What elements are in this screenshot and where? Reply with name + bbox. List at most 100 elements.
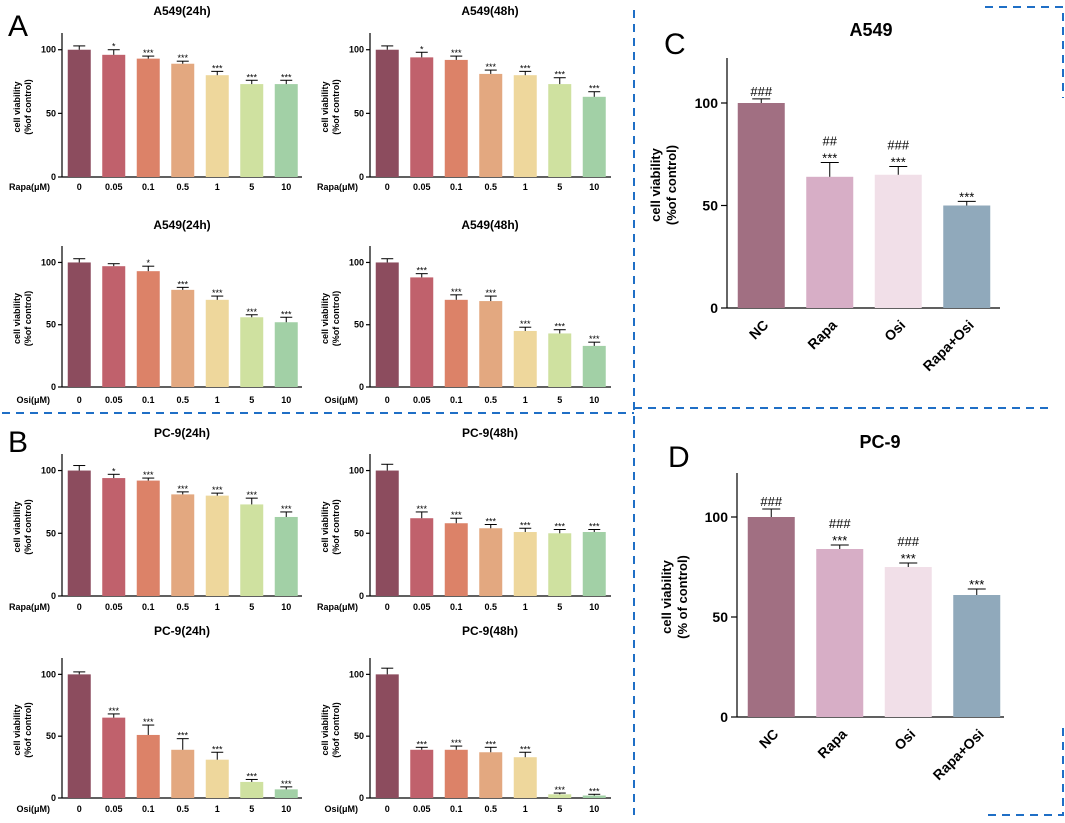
bar-0.05 <box>410 518 434 596</box>
bar-5 <box>548 333 572 387</box>
x-tick-label: 5 <box>557 182 562 192</box>
chart-d: PC-9 0 50 100 cell viability(% of control) ##… <box>659 432 1004 783</box>
chart-title: A549(48h) <box>461 218 518 232</box>
y-tick-label: 50 <box>46 320 56 330</box>
bar-5 <box>240 84 264 177</box>
y-axis-label: cell viability(%of control) <box>12 79 33 135</box>
bar-0.05 <box>410 57 434 178</box>
significance-label: *** <box>212 744 223 754</box>
bar-0.1 <box>444 299 468 387</box>
x-tick-label: 10 <box>281 395 291 405</box>
x-tick-label: 1 <box>215 804 220 814</box>
significance-label: ### <box>887 138 909 153</box>
bar-0.5 <box>479 752 503 798</box>
bar-0.5 <box>171 494 195 596</box>
significance-label: ### <box>750 84 772 99</box>
x-tick-label: 5 <box>249 182 254 192</box>
bar-0 <box>375 674 399 798</box>
bar-0 <box>67 674 91 798</box>
y-axis-label-line: (%of control) <box>23 499 33 555</box>
significance-label: *** <box>520 63 531 73</box>
x-tick-label: 0 <box>77 395 82 405</box>
bar-Rapa <box>816 549 864 717</box>
y-tick-label: 50 <box>46 528 56 538</box>
panel-letter-a: A <box>8 10 28 43</box>
x-axis-label: Osi(μM) <box>324 395 358 405</box>
x-tick-label: Rapa+Osi <box>930 726 987 783</box>
x-tick-label: 1 <box>215 395 220 405</box>
bar-0.5 <box>171 63 195 177</box>
x-axis-label: Rapa(μM) <box>317 182 358 192</box>
bar-0 <box>67 470 91 596</box>
significance-label: ### <box>760 494 782 509</box>
bar-0.05 <box>410 749 434 798</box>
x-tick-label: 0.1 <box>142 602 155 612</box>
y-axis-label-line: (%of control) <box>331 702 341 758</box>
x-tick-label: NC <box>746 317 772 343</box>
chart-title: A549(24h) <box>153 4 210 18</box>
y-axis-label-line: (%of control) <box>23 702 33 758</box>
y-axis-label: cell viability(%of control) <box>320 702 341 758</box>
significance-label: *** <box>143 717 154 727</box>
bar-1 <box>205 75 229 177</box>
significance-label: *** <box>451 48 462 58</box>
y-axis-label: cell viability(%of control) <box>320 79 341 135</box>
x-tick-label: 0.5 <box>484 395 497 405</box>
y-tick-label: 50 <box>354 731 364 741</box>
significance-label: *** <box>281 504 292 514</box>
y-tick-label: 100 <box>349 257 364 267</box>
significance-label: *** <box>177 731 188 741</box>
chart-title: A549 <box>849 20 892 40</box>
bar-0.05 <box>102 266 126 387</box>
x-tick-label: 10 <box>281 602 291 612</box>
chart-title: PC-9(48h) <box>462 426 518 440</box>
x-tick-label: 1 <box>523 395 528 405</box>
bar-Osi <box>884 567 932 717</box>
significance-label: *** <box>212 485 223 495</box>
panel-letter-b: B <box>8 426 28 459</box>
significance-label: *** <box>901 551 916 566</box>
x-tick-label: Osi <box>891 726 918 753</box>
significance-label: *** <box>281 779 292 789</box>
y-tick-label: 0 <box>51 172 56 182</box>
x-tick-label: 0 <box>385 395 390 405</box>
x-tick-label: 0.1 <box>450 602 463 612</box>
bar-5 <box>240 781 264 798</box>
x-tick-label: 0.5 <box>176 395 189 405</box>
bar-Rapa+Osi <box>943 205 991 308</box>
x-tick-label: 0.1 <box>142 804 155 814</box>
x-tick-label: 0.5 <box>484 182 497 192</box>
x-axis-label: Osi(μM) <box>324 804 358 814</box>
significance-label: *** <box>520 520 531 530</box>
bar-5 <box>548 794 572 798</box>
y-axis-label-line: cell viability <box>320 293 330 344</box>
y-tick-label: 0 <box>359 382 364 392</box>
y-tick-label: 100 <box>41 466 56 476</box>
x-tick-label: 1 <box>523 602 528 612</box>
significance-label: *** <box>520 319 531 329</box>
significance-label: *** <box>281 72 292 82</box>
x-tick-label: 0.05 <box>105 395 123 405</box>
significance-label: ### <box>829 516 851 531</box>
x-tick-label: 0.5 <box>176 804 189 814</box>
x-tick-label: 5 <box>557 602 562 612</box>
x-tick-label: 1 <box>215 182 220 192</box>
panel-letter-c: C <box>664 28 686 61</box>
y-axis-label-line: cell viability <box>648 147 663 221</box>
chart-title: A549(48h) <box>461 4 518 18</box>
bar-0.05 <box>102 717 126 798</box>
bar-0.5 <box>479 73 503 177</box>
significance-label: *** <box>520 744 531 754</box>
significance-label: *** <box>969 577 984 592</box>
bar-0.1 <box>136 271 160 387</box>
divider-corner-bottom-right <box>985 728 1064 816</box>
x-axis-label: Osi(μM) <box>16 804 50 814</box>
bar-10 <box>582 532 606 596</box>
significance-label: *** <box>554 785 565 795</box>
y-axis-label-line: (%of control) <box>331 79 341 135</box>
bar-0.5 <box>479 528 503 596</box>
bar-1 <box>205 759 229 798</box>
